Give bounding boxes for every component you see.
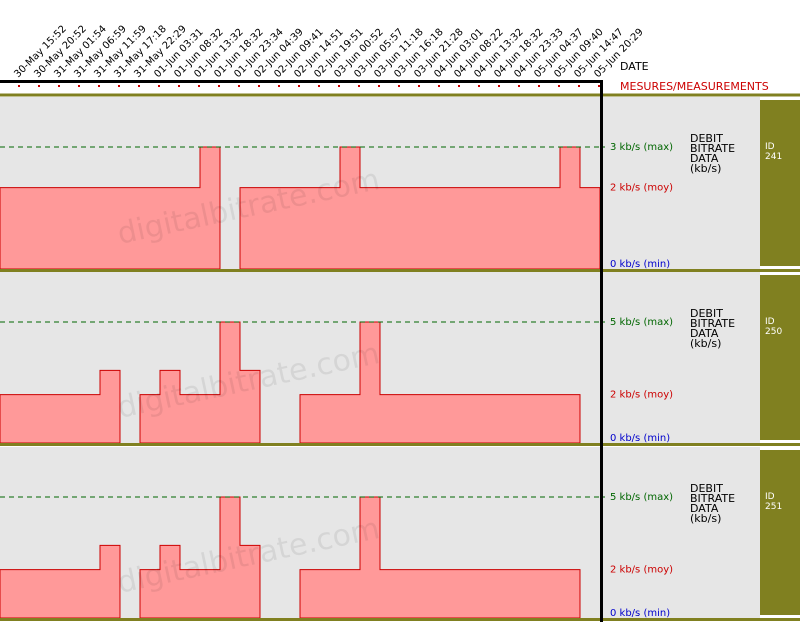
id-value: 241 [765,152,782,162]
tick-dot [138,85,140,87]
id-value: 251 [765,502,782,512]
tick-dot [538,85,540,87]
series-title-line: DEBIT [690,307,723,320]
id-label: ID [765,492,775,502]
tick-dot [218,85,220,87]
avg-value-label: 2 kb/s (moy) [610,183,673,194]
bitrate-area-series [0,496,581,619]
min-value-label: 0 kb/s (min) [610,433,670,444]
tick-dot [38,85,40,87]
tick-dot [118,85,120,87]
tick-dot [78,85,80,87]
max-value-label: 5 kb/s (max) [610,317,673,328]
measurements-header: MESURES/MEASUREMENTS [620,80,769,93]
avg-value-label: 2 kb/s (moy) [610,565,673,576]
series-title-line: DEBIT [690,132,723,145]
tick-dot [158,85,160,87]
min-value-label: 0 kb/s (min) [610,608,670,619]
min-value-label: 0 kb/s (min) [610,259,670,270]
avg-value-label: 2 kb/s (moy) [610,390,673,401]
date-header: DATE [620,60,649,73]
tick-dot [498,85,500,87]
series-title-line: DATA [690,502,719,515]
id-box [760,100,800,266]
id-box [760,275,800,440]
id-label: ID [765,317,775,327]
tick-dot [178,85,180,87]
tick-dot [338,85,340,87]
series-title-line: BITRATE [690,142,735,155]
tick-dot [378,85,380,87]
tick-dot [58,85,60,87]
tick-dot [358,85,360,87]
tick-dot [478,85,480,87]
tick-dot [558,85,560,87]
tick-dot [418,85,420,87]
max-value-label: 3 kb/s (max) [610,142,673,153]
series-title-line: DATA [690,152,719,165]
tick-dot [438,85,440,87]
series-title-line: (kb/s) [690,337,721,350]
tick-dot [18,85,20,87]
tick-dot [518,85,520,87]
tick-dot [398,85,400,87]
series-title-line: BITRATE [690,317,735,330]
tick-dot [578,85,580,87]
series-title-line: BITRATE [690,492,735,505]
tick-dot [98,85,100,87]
tick-dot [298,85,300,87]
tick-dot [598,85,600,87]
tick-dot [278,85,280,87]
tick-dot [198,85,200,87]
id-value: 250 [765,327,782,337]
tick-dot [238,85,240,87]
tick-dot [258,85,260,87]
tick-dot [318,85,320,87]
max-value-label: 5 kb/s (max) [610,492,673,503]
series-title-line: DEBIT [690,482,723,495]
series-title-line: (kb/s) [690,162,721,175]
series-title-line: DATA [690,327,719,340]
id-label: ID [765,142,775,152]
series-title-line: (kb/s) [690,512,721,525]
id-box [760,450,800,615]
bitrate-area-series [0,321,581,444]
tick-dot [458,85,460,87]
